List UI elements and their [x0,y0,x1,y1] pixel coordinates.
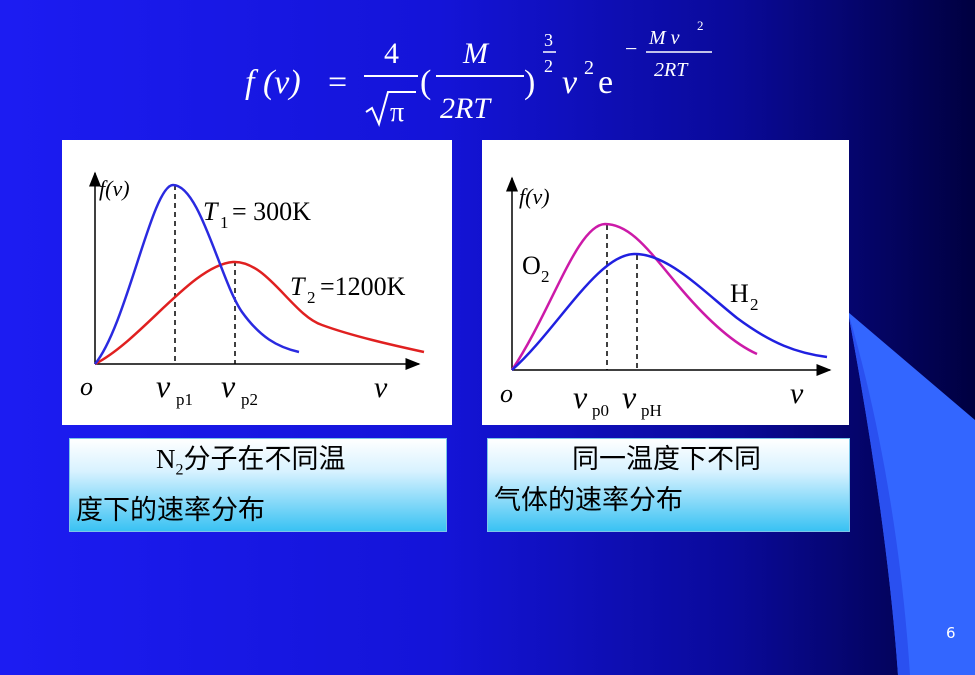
page-number: 6 [946,624,956,642]
vpH-sub: pH [641,401,662,420]
formula-coef-num: 4 [384,37,399,70]
curve-t2-1200k [94,260,425,366]
t2-value: =1200K [320,272,406,301]
origin-label: o [80,372,93,401]
y-axis-label: f(v) [99,176,130,201]
chart-panel-n2-temperature: f(v) T 1 = 300K T 2 =1200K o v p1 v p2 v [62,140,452,425]
curve-h2 [511,252,828,371]
x-axis-label: v [374,371,388,404]
h2-label: H [730,279,749,308]
svg-text:): ) [524,64,535,101]
t1-sub: 1 [220,213,229,232]
caption-left-line1: N2分子在不同温 [70,439,446,490]
formula-exp-den: 2 [544,56,553,76]
formula-frac-num: M [462,37,490,70]
chart-gas-comparison: f(v) O 2 H 2 o v p0 v pH v [500,176,832,420]
chart-n2-temperature: f(v) T 1 = 300K T 2 =1200K o v p1 v p2 v [80,171,425,409]
n2-symbol: N [156,444,176,474]
formula-e-exp-den: 2RT [654,59,689,81]
chart-panel-gas-comparison: f(v) O 2 H 2 o v p0 v pH v [482,140,849,425]
formula-v-exp: 2 [584,57,594,79]
formula-coef-den: π [390,97,404,128]
formula-e-minus: − [625,36,637,61]
h2-sub: 2 [750,295,759,314]
caption-right-line1: 同一温度下不同 [572,444,761,475]
formula-frac-den: 2RT [440,92,492,125]
caption-right-line2: 气体的速率分布 [494,485,683,516]
formula-lhs: f (v) [245,64,301,101]
curve-o2 [510,222,758,371]
t2-label: T [290,272,306,301]
o2-label: O [522,251,541,280]
formula-e: e [598,64,613,101]
vp2-label: v [221,368,236,404]
t2-sub: 2 [307,288,316,307]
n2-subscript: 2 [175,461,184,479]
caption-n2-temperature: N2分子在不同温 度下的速率分布 [69,438,447,532]
curve-t1-300k [94,183,300,365]
vp1-sub: p1 [176,390,193,409]
svg-text:(: ( [420,64,431,101]
formula-e-exp-num: M v [648,27,680,49]
vp2-sub: p2 [241,390,258,409]
t1-label: T [203,197,219,226]
vp0-sub: p0 [592,401,609,420]
vp1-label: v [156,368,171,404]
caption-left-line1-text: 分子在不同温 [183,444,346,475]
y-axis-label: f(v) [519,184,550,209]
vp0-label: v [573,379,588,415]
formula-equals: = [328,64,347,101]
origin-label: o [500,379,513,408]
o2-sub: 2 [541,267,550,286]
formula-exp-num: 3 [544,30,553,50]
formula-e-exp-num-sq: 2 [697,18,704,33]
formula-v: v [562,64,578,101]
vpH-label: v [622,379,637,415]
maxwell-formula: f (v) = 4 π ( M 2RT ) 3 2 v 2 e − M v 2 … [245,18,712,128]
x-axis-label: v [790,377,804,410]
caption-gas-comparison: 同一温度下不同 气体的速率分布 [487,438,850,532]
caption-left-line2: 度下的速率分布 [76,495,265,527]
sqrt-sign [365,91,416,127]
t1-value: = 300K [232,197,311,226]
